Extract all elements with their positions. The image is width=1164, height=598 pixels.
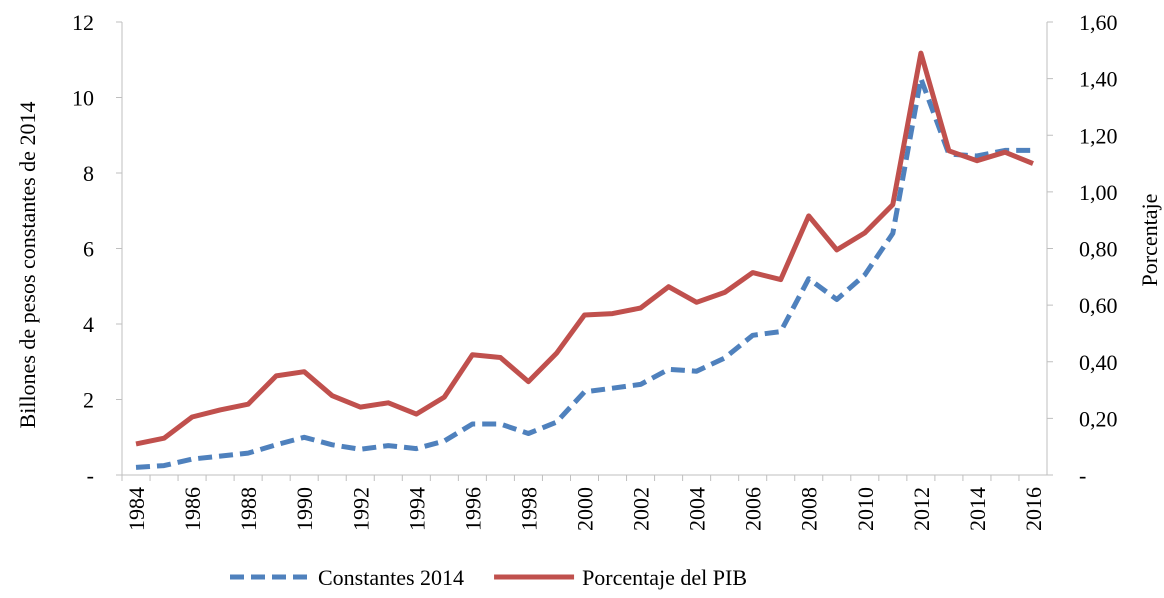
y-tick-label: - xyxy=(87,463,94,488)
y2-tick-label: - xyxy=(1079,463,1086,488)
y2-tick-label: 1,40 xyxy=(1079,67,1118,92)
x-tick-label: 2002 xyxy=(629,487,654,531)
x-tick-label: 1996 xyxy=(460,487,485,531)
x-tick-label: 1984 xyxy=(124,487,149,531)
x-tick-label: 2012 xyxy=(909,487,934,531)
y-tick-label: 8 xyxy=(83,161,94,186)
y-tick-label: 6 xyxy=(83,237,94,262)
x-tick-label: 1994 xyxy=(404,487,429,531)
y2-tick-label: 0,40 xyxy=(1079,350,1118,375)
y2-tick-label: 0,20 xyxy=(1079,406,1118,431)
series-line xyxy=(135,76,1033,470)
y2-tick-label: 0,60 xyxy=(1079,293,1118,318)
y2-tick-label: 1,00 xyxy=(1079,180,1118,205)
y-tick-label: 12 xyxy=(72,10,94,35)
x-tick-label: 2000 xyxy=(573,487,598,531)
y2-axis-label: Porcentaje xyxy=(1137,194,1162,287)
y-tick-label: 2 xyxy=(83,388,94,413)
x-tick-label: 2006 xyxy=(741,487,766,531)
y2-tick-label: 1,60 xyxy=(1079,10,1118,35)
x-tick-label: 2004 xyxy=(685,487,710,531)
y-axis-label: Billones de pesos constantes de 2014 xyxy=(15,102,40,429)
x-tick-label: 1986 xyxy=(180,487,205,531)
legend-label: Porcentaje del PIB xyxy=(582,565,747,590)
x-tick-label: 1992 xyxy=(348,487,373,531)
y2-tick-label: 0,80 xyxy=(1079,237,1118,262)
legend-label: Constantes 2014 xyxy=(318,565,464,590)
x-tick-label: 2016 xyxy=(1021,487,1046,531)
y2-tick-label: 1,20 xyxy=(1079,123,1118,148)
x-tick-label: 1998 xyxy=(516,487,541,531)
series-line xyxy=(135,50,1034,447)
y-tick-label: 10 xyxy=(72,86,94,111)
x-tick-label: 2014 xyxy=(965,487,990,531)
x-tick-label: 2008 xyxy=(797,487,822,531)
x-tick-label: 2010 xyxy=(853,487,878,531)
x-tick-label: 1988 xyxy=(236,487,261,531)
y-tick-label: 4 xyxy=(83,312,94,337)
x-tick-label: 1990 xyxy=(292,487,317,531)
